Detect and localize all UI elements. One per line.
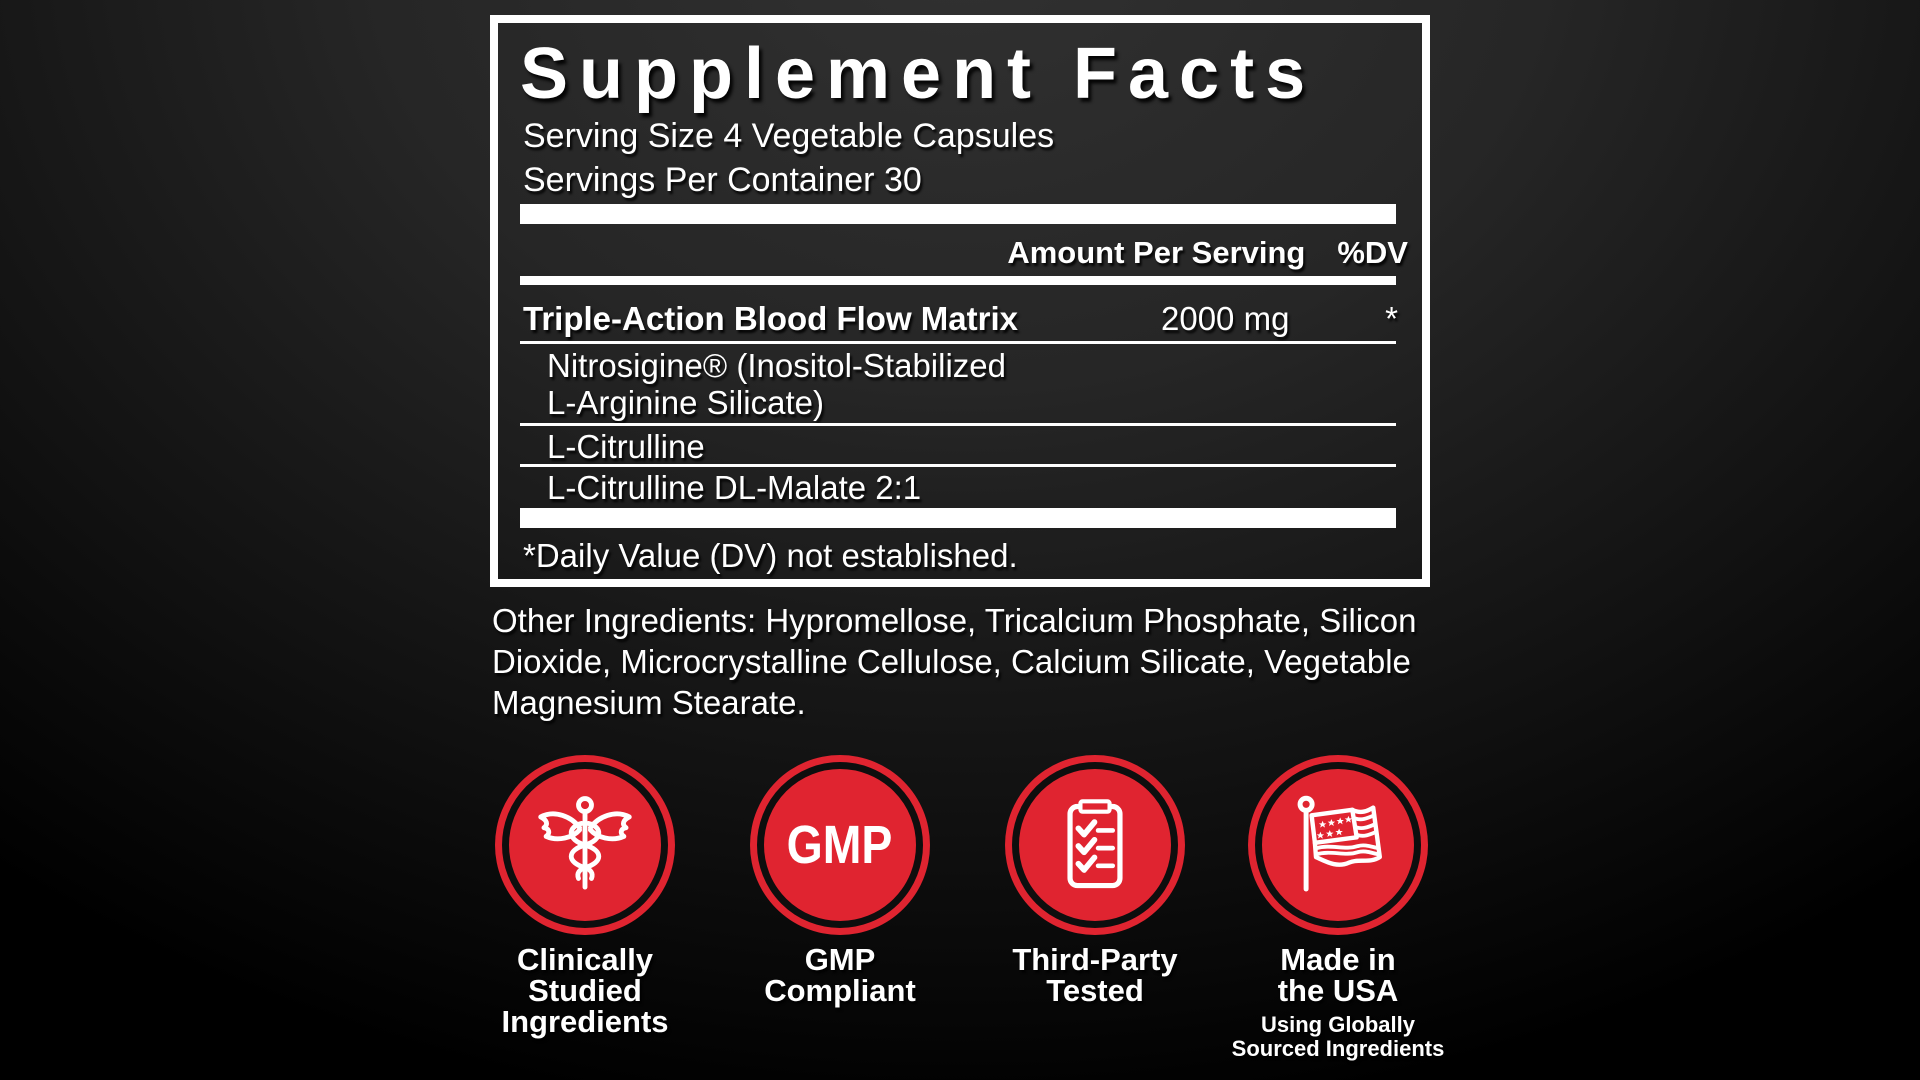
gmp-badge: GMP xyxy=(750,755,930,935)
badge-label-line: Third-Party xyxy=(1012,942,1178,977)
third-party-tested-label: Third-Party Tested xyxy=(945,944,1245,1006)
sub-ingredient-line: L-Citrulline DL-Malate 2:1 xyxy=(547,469,922,506)
sub-ingredient-line: Nitrosigine® (Inositol-Stabilized xyxy=(547,347,1007,384)
badge-ring xyxy=(1012,762,1178,928)
caduceus-icon xyxy=(538,796,632,890)
badge-label-line: the USA xyxy=(1277,973,1399,1008)
panel-title: Supplement Facts xyxy=(520,34,1317,114)
gmp-label: GMP Compliant xyxy=(690,944,990,1006)
checklist-icon xyxy=(1067,799,1123,889)
serving-size: Serving Size 4 Vegetable Capsules xyxy=(523,117,1055,155)
third-party-tested-badge xyxy=(1005,755,1185,935)
separator-bar-thin xyxy=(520,276,1396,285)
badge-sublabel-line: Sourced Ingredients xyxy=(1231,1036,1445,1061)
badge-ring xyxy=(1255,762,1421,928)
sub-ingredient-line: L-Citrulline xyxy=(547,428,705,465)
sub-ingredient-nitrosigine: Nitrosigine® (Inositol-Stabilized L-Argi… xyxy=(547,347,1006,421)
badge-label-line: GMP xyxy=(804,942,876,977)
badge-label-line: Clinically xyxy=(516,942,654,977)
badge-label-line: Made in xyxy=(1280,942,1396,977)
sub-ingredient-citrulline-malate: L-Citrulline DL-Malate 2:1 xyxy=(547,469,921,506)
made-in-usa-sublabel: Using Globally Sourced Ingredients xyxy=(1188,1013,1488,1061)
supplement-facts-panel: Supplement Facts Serving Size 4 Vegetabl… xyxy=(490,15,1430,587)
other-ingredients: Other Ingredients: Hypromellose, Tricalc… xyxy=(492,600,1416,723)
clinically-studied-label: Clinically Studied Ingredients xyxy=(435,944,735,1037)
other-ingredients-line: Magnesium Stearate. xyxy=(492,684,806,721)
ingredient-rule xyxy=(520,423,1396,426)
sub-ingredient-line: L-Arginine Silicate) xyxy=(547,384,824,421)
sub-ingredient-citrulline: L-Citrulline xyxy=(547,428,705,465)
other-ingredients-line: Other Ingredients: Hypromellose, Tricalc… xyxy=(492,602,1417,639)
matrix-amount: 2000 mg xyxy=(1161,300,1290,337)
daily-value-footnote: *Daily Value (DV) not established. xyxy=(523,537,1018,574)
us-flag-icon xyxy=(1297,795,1382,892)
badge-ring xyxy=(502,762,668,928)
badge-ring xyxy=(757,762,923,928)
badge-label-line: Ingredients xyxy=(501,1004,669,1039)
badge-label-line: Tested xyxy=(1046,973,1144,1008)
made-in-usa-badge xyxy=(1248,755,1428,935)
ingredient-rule xyxy=(520,464,1396,467)
amount-per-serving-header: Amount Per Serving xyxy=(1007,235,1306,270)
badge-label-line: Studied xyxy=(528,973,642,1008)
badge-sublabel-line: Using Globally xyxy=(1260,1012,1416,1037)
matrix-dv: * xyxy=(1385,300,1398,337)
made-in-usa-label: Made in the USA Using Globally Sourced I… xyxy=(1188,944,1488,1061)
clinically-studied-badge xyxy=(495,755,675,935)
servings-per-container: Servings Per Container 30 xyxy=(523,161,922,199)
other-ingredients-line: Dioxide, Microcrystalline Cellulose, Cal… xyxy=(492,643,1411,680)
separator-bar-thick-bottom xyxy=(520,508,1396,528)
percent-dv-header: %DV xyxy=(1337,235,1408,270)
column-header-row: Amount Per Serving %DV xyxy=(520,235,1408,271)
ingredient-rule xyxy=(520,341,1396,344)
gmp-icon: GMP xyxy=(787,815,893,875)
separator-bar-thick-top xyxy=(520,204,1396,224)
badge-label-line: Compliant xyxy=(764,973,916,1008)
matrix-name: Triple-Action Blood Flow Matrix xyxy=(523,300,1018,337)
